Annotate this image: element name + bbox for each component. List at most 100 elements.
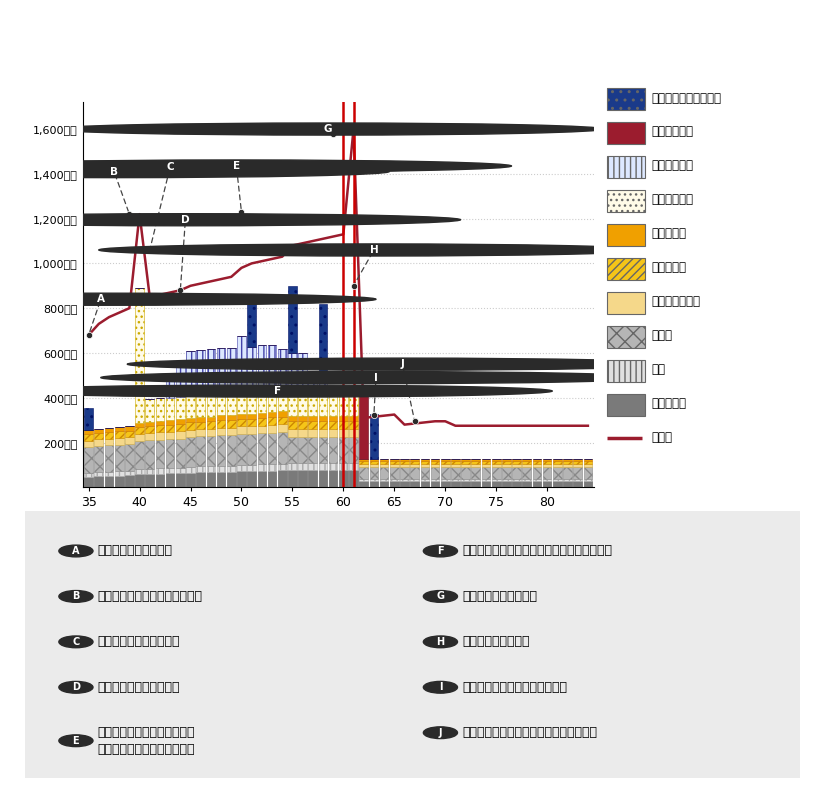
Bar [502, 464, 511, 467]
Bar [502, 459, 511, 461]
Bar [135, 428, 144, 434]
Bar [318, 416, 328, 421]
Text: 収入の推移を表します: 収入の推移を表します [97, 545, 172, 557]
Bar [360, 464, 368, 467]
Bar [471, 464, 480, 467]
Bar [278, 417, 286, 424]
Bar [257, 471, 266, 487]
Bar [360, 391, 368, 459]
Bar [176, 432, 185, 439]
Text: B: B [73, 591, 80, 601]
Bar [166, 398, 174, 420]
Circle shape [0, 161, 446, 173]
Bar [156, 421, 164, 425]
Bar [339, 470, 347, 487]
Bar [206, 466, 215, 472]
Bar [400, 461, 409, 464]
Bar [105, 432, 113, 439]
Bar [217, 348, 225, 393]
Bar [329, 421, 337, 429]
Bar [237, 391, 246, 414]
Bar [145, 399, 154, 422]
Bar [166, 439, 174, 468]
Bar [400, 479, 409, 481]
Bar [186, 395, 195, 417]
Bar [329, 463, 337, 470]
Bar [267, 433, 276, 464]
Bar [512, 481, 521, 487]
Bar [288, 470, 297, 487]
Bar [360, 459, 368, 461]
Bar [471, 481, 480, 487]
Bar [227, 393, 236, 415]
Bar [431, 464, 440, 467]
Bar [471, 459, 480, 461]
Bar [257, 345, 266, 390]
Bar [360, 481, 368, 487]
Text: C: C [73, 637, 79, 647]
Bar [186, 417, 195, 422]
Bar [390, 459, 398, 461]
FancyBboxPatch shape [606, 122, 644, 145]
Bar [206, 429, 215, 436]
Bar [563, 467, 572, 479]
Text: I: I [439, 682, 442, 692]
Bar [318, 463, 328, 470]
Circle shape [423, 545, 458, 556]
Text: 本人固有の支出: 本人固有の支出 [651, 296, 700, 308]
Bar [115, 471, 124, 476]
Bar [206, 394, 215, 417]
Bar [553, 464, 562, 467]
Bar [299, 437, 307, 463]
FancyBboxPatch shape [17, 509, 808, 780]
Bar [583, 461, 592, 464]
Circle shape [59, 636, 93, 648]
Bar [299, 416, 307, 421]
Bar [370, 481, 378, 487]
Bar [533, 479, 541, 481]
Bar [318, 421, 328, 429]
Bar [563, 481, 572, 487]
Bar [206, 350, 215, 394]
Bar [563, 459, 572, 461]
Bar [125, 444, 134, 471]
Bar [145, 426, 154, 433]
Bar [390, 464, 398, 467]
Bar [410, 461, 419, 464]
Bar [217, 428, 225, 435]
Bar [451, 481, 460, 487]
Bar [196, 429, 205, 436]
Bar [380, 479, 389, 481]
Bar [533, 461, 541, 464]
Circle shape [127, 358, 677, 370]
Bar [166, 432, 174, 439]
Bar [543, 464, 551, 467]
Bar [166, 424, 174, 432]
Bar [115, 445, 124, 471]
Bar [95, 428, 103, 432]
Bar [318, 303, 328, 382]
Bar [421, 459, 429, 461]
Bar [380, 461, 389, 464]
Text: E: E [233, 161, 240, 171]
Circle shape [0, 293, 376, 305]
Bar [288, 437, 297, 463]
Bar [248, 347, 256, 391]
Bar [421, 481, 429, 487]
Bar [309, 429, 317, 437]
Bar [421, 464, 429, 467]
Bar [186, 430, 195, 437]
Bar [248, 391, 256, 414]
Bar [573, 467, 582, 479]
Bar [380, 467, 389, 479]
Bar [257, 433, 266, 465]
Bar [583, 479, 592, 481]
Bar [370, 464, 378, 467]
Bar [482, 481, 490, 487]
Bar [553, 459, 562, 461]
Bar [288, 416, 297, 421]
Text: 収入計: 収入計 [651, 432, 672, 444]
Bar [248, 427, 256, 434]
Bar [471, 461, 480, 464]
Bar [522, 479, 531, 481]
